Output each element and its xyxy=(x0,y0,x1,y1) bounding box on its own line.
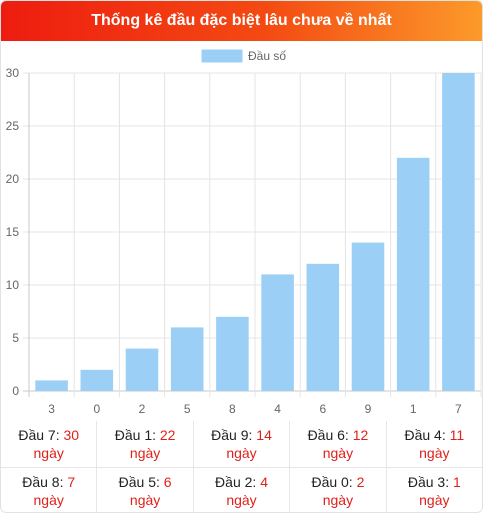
stat-unit: ngày xyxy=(129,445,161,461)
stats-row: Đầu 7: 30 ngày Đầu 1: 22 ngày Đầu 9: 14 ngày Đ… xyxy=(1,421,482,467)
x-tick-label: 1 xyxy=(410,402,417,416)
bar-3[interactable] xyxy=(35,380,68,391)
bar-1[interactable] xyxy=(396,157,430,391)
stat-value: 22 xyxy=(159,427,176,443)
bar-6[interactable] xyxy=(306,263,340,391)
legend-label: Đầu số xyxy=(248,49,286,63)
chart-bars xyxy=(35,73,475,391)
stat-value: 1 xyxy=(453,474,461,490)
y-tick-label: 0 xyxy=(12,384,19,398)
stat-cell: Đầu 7: 30 ngày xyxy=(1,421,98,467)
stat-label: Đầu 2: xyxy=(215,474,257,490)
chart-legend[interactable]: Đầu số xyxy=(201,49,286,63)
stat-unit: ngày xyxy=(129,492,161,508)
stat-label: Đầu 5: xyxy=(118,474,160,490)
stat-cell: Đầu 6: 12 ngày xyxy=(290,421,387,467)
stat-label: Đầu 7: xyxy=(18,427,60,443)
x-tick-label: 3 xyxy=(48,402,55,416)
stat-label: Đầu 1: xyxy=(114,427,156,443)
x-axis-ticks: 3 0 2 5 8 4 6 9 1 7 xyxy=(48,402,462,416)
y-tick-label: 30 xyxy=(6,66,20,80)
stat-unit: ngày xyxy=(419,492,450,508)
legend-swatch xyxy=(201,49,243,63)
stat-label: Đầu 0: xyxy=(311,474,353,490)
bar-2[interactable] xyxy=(125,348,159,391)
y-tick-label: 25 xyxy=(6,119,20,133)
bar-8[interactable] xyxy=(216,316,249,391)
stat-label: Đầu 4: xyxy=(404,427,446,443)
bar-5[interactable] xyxy=(170,327,204,391)
x-tick-label: 6 xyxy=(319,402,326,416)
stat-value: 11 xyxy=(449,427,465,443)
stat-value: 30 xyxy=(63,427,80,443)
stat-cell: Đầu 9: 14 ngày xyxy=(194,421,291,467)
card-header: Thống kê đầu đặc biệt lâu chưa về nhất xyxy=(1,1,482,41)
chart-grid xyxy=(23,72,482,397)
stat-unit: ngày xyxy=(226,445,257,461)
stat-cell: Đầu 5: 6 ngày xyxy=(97,468,194,512)
y-tick-label: 5 xyxy=(12,331,19,345)
stat-cell: Đầu 8: 7 ngày xyxy=(1,468,98,512)
x-tick-label: 2 xyxy=(139,402,146,416)
stats-table: Đầu 7: 30 ngày Đầu 1: 22 ngày Đầu 9: 14 ngày Đ… xyxy=(1,421,482,512)
stat-cell: Đầu 3: 1 ngày xyxy=(387,468,482,512)
stat-cell: Đầu 1: 22 ngày xyxy=(97,421,194,467)
y-tick-label: 10 xyxy=(6,278,20,292)
stat-unit: ngày xyxy=(226,492,257,508)
stat-value: 4 xyxy=(260,474,268,490)
x-tick-label: 0 xyxy=(93,402,100,416)
stat-unit: ngày xyxy=(33,492,64,508)
stat-cell: Đầu 4: 11 ngày xyxy=(387,421,482,467)
stat-unit: ngày xyxy=(322,445,354,461)
x-tick-label: 7 xyxy=(455,402,462,416)
stat-value: 7 xyxy=(67,474,76,490)
bar-0[interactable] xyxy=(80,369,114,391)
bar-4[interactable] xyxy=(261,274,294,391)
bar-9[interactable] xyxy=(351,242,385,391)
stat-cell: Đầu 2: 4 ngày xyxy=(194,468,291,512)
stat-value: 6 xyxy=(163,474,172,490)
x-tick-label: 5 xyxy=(184,402,191,416)
stat-unit: ngày xyxy=(419,445,450,461)
stat-label: Đầu 6: xyxy=(307,427,349,443)
stat-unit: ngày xyxy=(33,445,64,461)
card-title: Thống kê đầu đặc biệt lâu chưa về nhất xyxy=(91,12,392,29)
x-tick-label: 8 xyxy=(229,402,236,416)
y-axis-ticks: 0 5 10 15 20 25 30 xyxy=(6,66,20,398)
stat-value: 12 xyxy=(352,427,369,443)
stat-cell: Đầu 0: 2 ngày xyxy=(290,468,387,512)
bar-7[interactable] xyxy=(442,73,475,391)
stat-unit: ngày xyxy=(322,492,354,508)
x-tick-label: 4 xyxy=(274,402,281,416)
stat-label: Đầu 3: xyxy=(407,474,450,490)
stat-value: 14 xyxy=(256,427,272,443)
y-tick-label: 15 xyxy=(6,225,20,239)
y-tick-label: 20 xyxy=(6,172,20,186)
stats-row: Đầu 8: 7 ngày Đầu 5: 6 ngày Đầu 2: 4 ngày Đầu … xyxy=(1,467,482,512)
stat-value: 2 xyxy=(356,474,365,490)
stat-label: Đầu 9: xyxy=(211,427,253,443)
stat-label: Đầu 8: xyxy=(22,474,64,490)
x-tick-label: 9 xyxy=(365,402,372,416)
